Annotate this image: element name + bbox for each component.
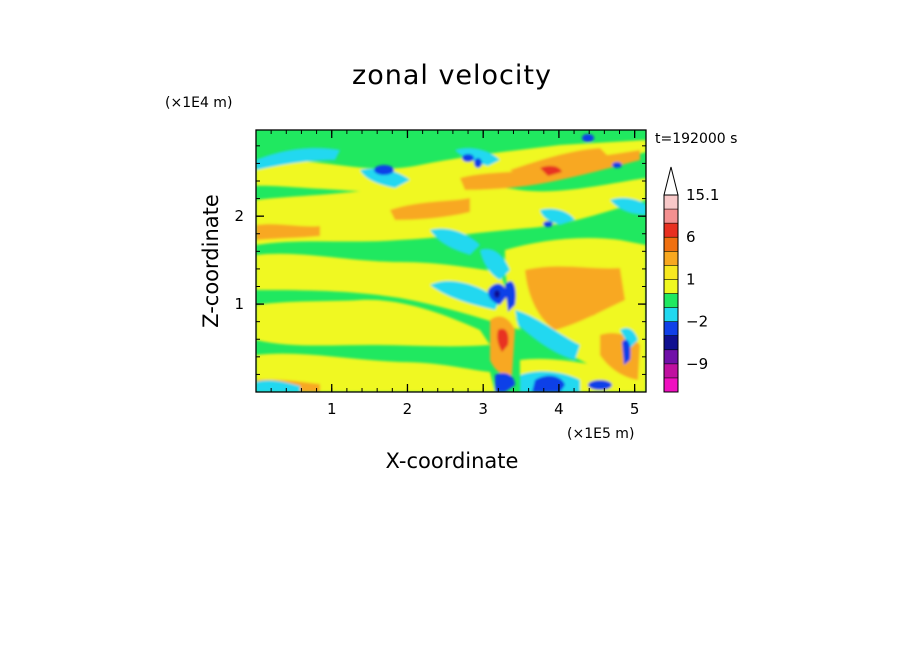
x-unit-label: (×1E5 m)	[567, 426, 634, 442]
colorbar-swatch	[664, 251, 678, 266]
colorbar-swatch	[664, 223, 678, 238]
plot-frame	[255, 129, 647, 393]
colorbar-swatch	[664, 265, 678, 280]
colorbar-label: −2	[686, 313, 708, 331]
colorbar-swatch	[664, 377, 678, 392]
colorbar-swatch	[664, 363, 678, 378]
colorbar-swatch	[664, 321, 678, 336]
colorbar-extend-arrow	[663, 166, 679, 196]
x-tick-label: 3	[478, 400, 488, 418]
y-tick-label: 2	[234, 207, 244, 225]
colorbar-swatch	[664, 293, 678, 308]
chart-title: zonal velocity	[352, 60, 552, 91]
x-tick-label: 5	[630, 400, 640, 418]
y-tick-label: 1	[234, 295, 244, 313]
x-axis-label: X-coordinate	[386, 449, 519, 473]
x-ticks: 1 2 3 4 5	[327, 130, 639, 418]
time-label: t=192000 s	[655, 131, 737, 147]
x-tick-label: 1	[327, 400, 337, 418]
heatmap-field	[256, 130, 646, 392]
x-tick-label: 4	[554, 400, 564, 418]
y-axis-label: Z-coordinate	[199, 194, 223, 328]
x-tick-label: 2	[403, 400, 413, 418]
colorbar-swatch	[664, 279, 678, 294]
colorbar-swatch	[664, 209, 678, 224]
colorbar-label: 1	[686, 270, 696, 288]
colorbar-swatch	[664, 237, 678, 252]
y-unit-label: (×1E4 m)	[165, 95, 232, 111]
y-ticks: 12	[234, 207, 646, 313]
colorbar: 15.1 6 1 −2 −9	[663, 166, 719, 393]
colorbar-swatch	[664, 307, 678, 322]
colorbar-swatch	[664, 195, 678, 210]
colorbar-label: 15.1	[686, 186, 719, 204]
colorbar-label: 6	[686, 228, 696, 246]
colorbar-swatch	[664, 349, 678, 364]
colorbar-swatch	[664, 335, 678, 350]
colorbar-label: −9	[686, 355, 708, 373]
